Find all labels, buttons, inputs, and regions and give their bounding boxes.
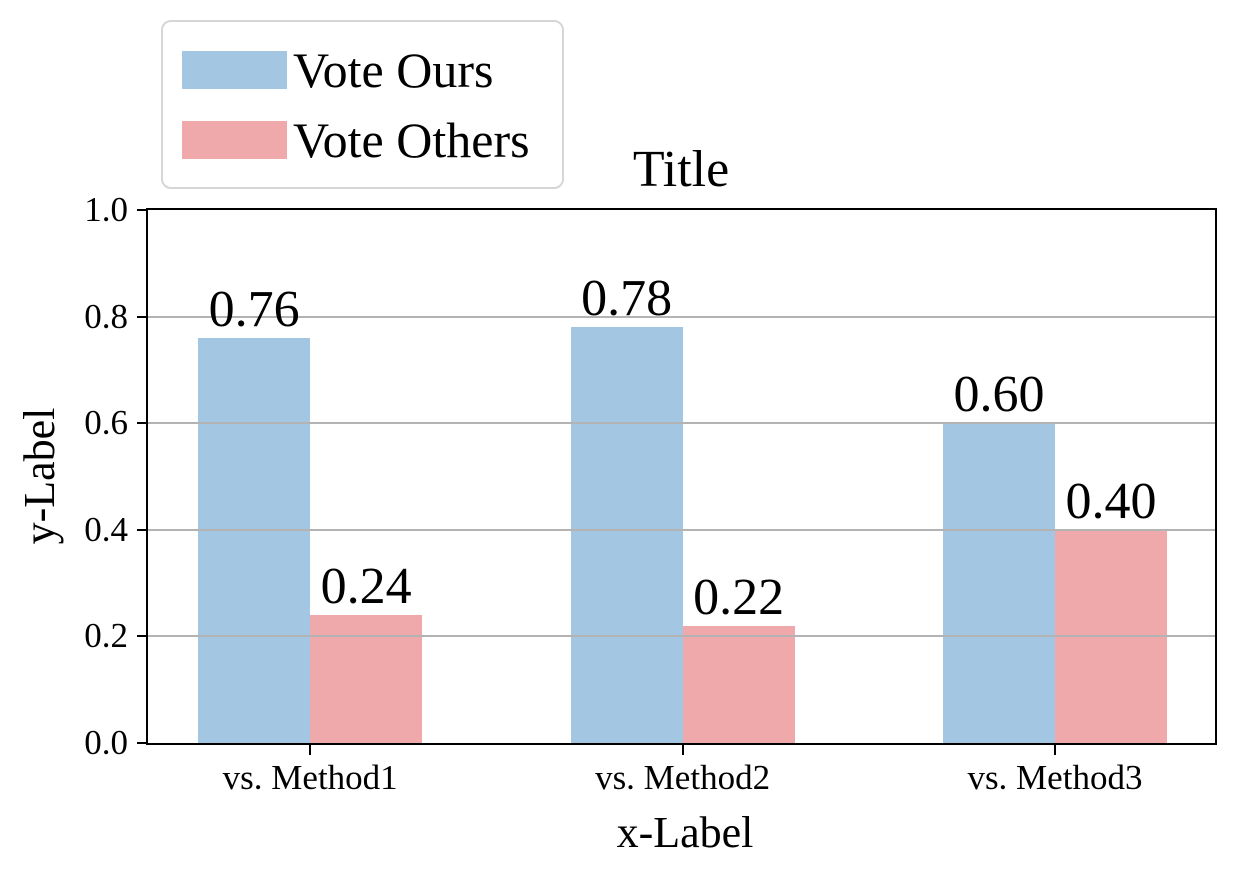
- y-tick-mark: [137, 742, 148, 744]
- y-tick-label: 0.2: [84, 616, 128, 656]
- legend-swatch-vote-ours: [182, 50, 287, 89]
- y-tick-label: 0.8: [84, 296, 128, 336]
- bar-others-1: [310, 615, 423, 743]
- bar-value-label: 0.22: [693, 568, 785, 626]
- bar-others-2: [682, 625, 795, 743]
- bar-value-label: 0.78: [581, 270, 673, 328]
- bar-value-label: 0.24: [320, 558, 412, 616]
- x-tick-label: vs. Method2: [595, 758, 771, 797]
- x-tick-mark: [309, 743, 312, 755]
- y-tick-label: 0.4: [84, 509, 128, 549]
- y-tick-mark: [137, 635, 148, 638]
- x-tick-mark: [681, 743, 684, 755]
- legend-label: Vote Ours: [293, 41, 494, 98]
- gridline-0.2: [148, 635, 1215, 638]
- chart-title: Title: [632, 141, 730, 198]
- bar-value-label: 0.76: [208, 280, 300, 338]
- y-tick-label: 0.0: [84, 723, 128, 762]
- y-tick-mark: [137, 422, 148, 425]
- gridline-0.6: [148, 422, 1215, 425]
- x-tick-mark: [1053, 743, 1056, 755]
- x-tick-label: vs. Method1: [222, 758, 398, 797]
- bar-ours-2: [570, 327, 683, 743]
- bar-value-label: 0.60: [953, 366, 1045, 424]
- y-tick-label: 0.6: [84, 403, 128, 443]
- legend-item-vote-others: Vote Others: [182, 113, 562, 167]
- bar-value-label: 0.40: [1065, 472, 1157, 530]
- y-tick-mark: [137, 528, 148, 531]
- y-tick-label: 1.0: [84, 190, 128, 229]
- legend-item-vote-ours: Vote Ours: [182, 43, 562, 97]
- bar-ours-1: [198, 337, 311, 743]
- gridline-0.8: [148, 315, 1215, 318]
- legend-swatch-vote-others: [182, 120, 287, 159]
- gridline-0.4: [148, 528, 1215, 531]
- y-tick-mark: [137, 209, 148, 211]
- legend-label: Vote Others: [293, 111, 530, 168]
- bar-ours-3: [942, 423, 1055, 743]
- x-tick-label: vs. Method3: [967, 758, 1143, 797]
- legend: Vote Ours Vote Others: [161, 20, 564, 189]
- y-tick-mark: [137, 315, 148, 318]
- x-axis-label: x-Label: [616, 808, 754, 857]
